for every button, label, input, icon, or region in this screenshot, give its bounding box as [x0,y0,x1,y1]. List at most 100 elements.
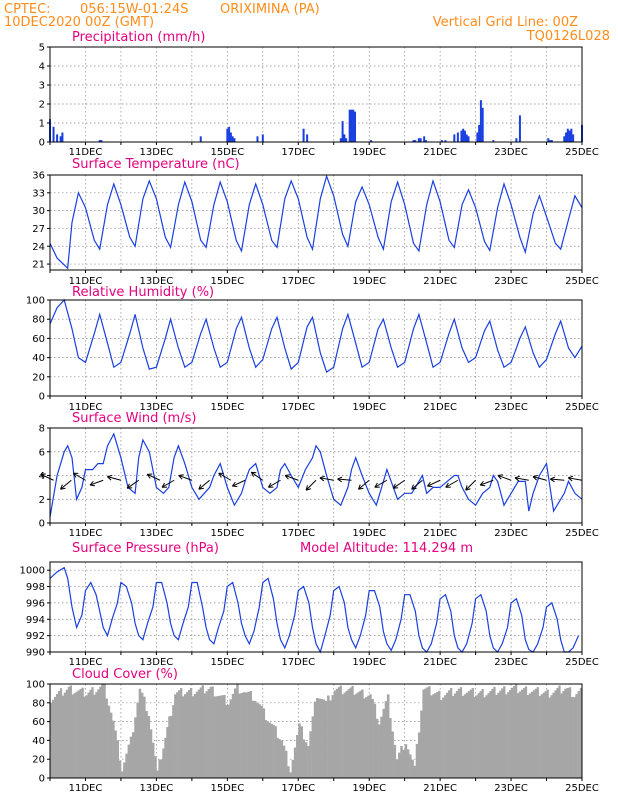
precip-bar [572,134,575,142]
precip-bar [348,109,351,142]
cloud-bar [495,694,498,778]
cloud-bar [136,702,139,778]
x-tick-label: 17DEC [281,783,315,794]
cloud-bar [287,766,290,778]
cloud-bar [219,695,222,778]
x-tick-label: 13DEC [140,276,174,287]
cloud-bar [116,740,120,778]
precip-bar [256,136,259,142]
cloud-bar [187,690,191,778]
precip-bar [465,134,468,142]
y-tick-label: 60 [32,717,45,728]
cloud-bar [61,695,65,778]
y-tick-label: 996 [26,598,45,609]
cloud-bar [382,708,386,778]
header: CPTEC: 056:15W-01:24S ORIXIMINA (PA) 10D… [4,2,610,44]
wind-series-line [49,432,583,518]
cloud-bar [367,695,370,778]
humidity-title: Relative Humidity (%) [72,285,214,300]
cloud-bar [446,692,449,778]
cloud-bar [227,704,230,778]
cloud-bar [536,687,539,778]
cloud-bar [174,694,177,778]
cloud-bar [172,705,175,778]
panel-frame [49,174,583,271]
wind-arrow [319,475,334,482]
cloud-bar [298,723,301,778]
cloud-bar [465,692,469,778]
cloud-bar [558,685,561,778]
x-tick-label: 21DEC [423,783,457,794]
precip-bar [199,136,202,142]
cloud-bar [162,748,165,778]
cloud-bar [461,695,465,778]
cloud-bar [280,740,284,778]
precip-bar [563,136,566,142]
humidity-panel: 0 20 40 60 80 100 11DEC 13DEC 15DEC 17DEC 19DEC 21D… [26,285,599,413]
y-tick-label: 4 [39,471,45,482]
cloud-bar [67,686,71,778]
x-tick-label: 13DEC [140,147,174,158]
x-tick-label: 23DEC [494,528,528,539]
cloud-bar [217,695,220,778]
cloud-bar [457,688,461,778]
x-tick-label: 25DEC [565,402,599,413]
precip-bar [518,115,521,142]
x-tick-label: 11DEC [69,528,103,539]
cloud-bar [296,734,299,778]
cloud-bar [183,694,187,778]
cloud-bar [253,700,257,778]
precip-bar [56,134,59,142]
cloud-bar [343,692,346,778]
cloud-bar [389,718,392,778]
cloud-bar [127,744,131,778]
cloud-bar [97,689,100,778]
x-tick-label: 13DEC [140,402,174,413]
y-tick-label: 40 [32,353,45,364]
x-tick-label: 19DEC [352,402,386,413]
cloud-bar [453,693,457,778]
cloud-bar [422,689,425,778]
cloud-bar [69,685,72,778]
cloud-bar [249,691,253,778]
y-tick-label: 36 [32,171,45,182]
cloud-bar [138,688,142,778]
wind-arrow [392,479,405,489]
cloud-bar [322,699,326,778]
cloud-bar [238,693,241,778]
cloud-bar [530,691,534,778]
precip-bar [350,109,353,142]
cloud-bar [560,693,563,778]
cloud-bar [339,685,342,778]
cloud-bar [438,690,441,778]
cloud-bar [353,694,356,778]
cloud-bar [449,687,453,778]
x-tick-label: 11DEC [69,402,103,413]
cloud-bar [528,693,532,778]
y-tick-label: 80 [32,315,45,326]
x-tick-label: 23DEC [494,402,528,413]
cloud-bar [307,746,310,778]
x-tick-label: 17DEC [281,147,315,158]
cloud-bar [211,686,214,778]
precip-bar [568,130,571,142]
cloud-bar [112,720,115,778]
cloud-bar [361,689,364,778]
precip-bar [228,126,231,142]
precip-bar [481,107,484,142]
cloud-bar [105,698,108,778]
cloud-bar [251,700,255,778]
cloud-cover-panel: 0 20 40 60 80 100 11DEC 13DEC 15DEC 17DEC 19DEC 21D… [26,667,599,794]
cloud-bar [73,693,76,778]
y-tick-label: 992 [26,631,45,642]
cloud-bar [170,715,173,778]
cloud-bar [371,699,374,778]
header-center: CPTEC: [4,2,51,17]
wind-arrow [374,479,388,488]
precip-bar [456,132,459,142]
cloud-bar [134,717,137,778]
cloud-bar [120,771,124,778]
cloud-bar [229,699,233,778]
cloud-bar [95,692,98,778]
cloud-bar [477,693,480,778]
